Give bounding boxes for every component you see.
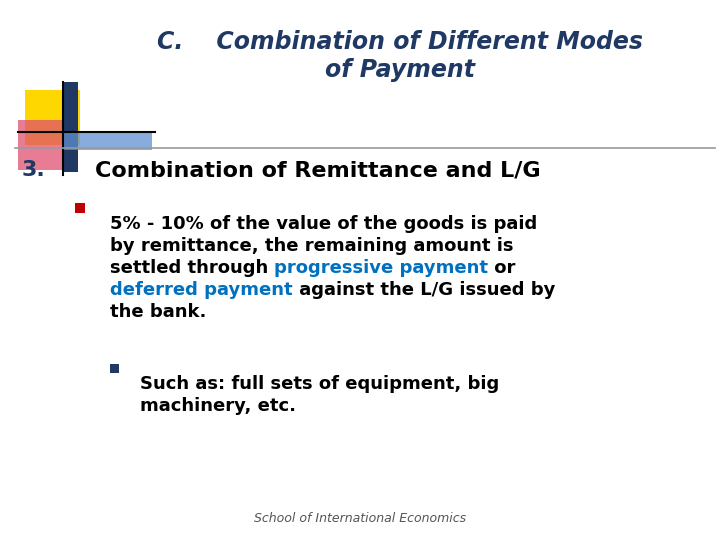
- Bar: [18, 120, 68, 170]
- Text: against the L/G issued by: against the L/G issued by: [292, 281, 555, 299]
- Text: School of International Economics: School of International Economics: [254, 512, 466, 525]
- Text: Combination of Remittance and L/G: Combination of Remittance and L/G: [95, 160, 541, 180]
- Text: progressive payment: progressive payment: [274, 259, 488, 277]
- Text: settled through: settled through: [110, 259, 274, 277]
- Text: C.    Combination of Different Modes: C. Combination of Different Modes: [157, 30, 643, 54]
- Text: or: or: [488, 259, 516, 277]
- Text: Such as: full sets of equipment, big: Such as: full sets of equipment, big: [140, 375, 499, 393]
- Text: of Payment: of Payment: [325, 58, 475, 82]
- Text: machinery, etc.: machinery, etc.: [140, 397, 296, 415]
- Text: by remittance, the remaining amount is: by remittance, the remaining amount is: [110, 237, 513, 255]
- Bar: [62, 132, 152, 150]
- Text: 3.: 3.: [22, 160, 46, 180]
- Bar: [110, 364, 119, 373]
- Bar: [25, 90, 80, 145]
- Text: deferred payment: deferred payment: [110, 281, 292, 299]
- Text: the bank.: the bank.: [110, 303, 207, 321]
- Bar: [62, 82, 78, 172]
- Bar: [75, 203, 85, 213]
- Text: 5% - 10% of the value of the goods is paid: 5% - 10% of the value of the goods is pa…: [110, 215, 537, 233]
